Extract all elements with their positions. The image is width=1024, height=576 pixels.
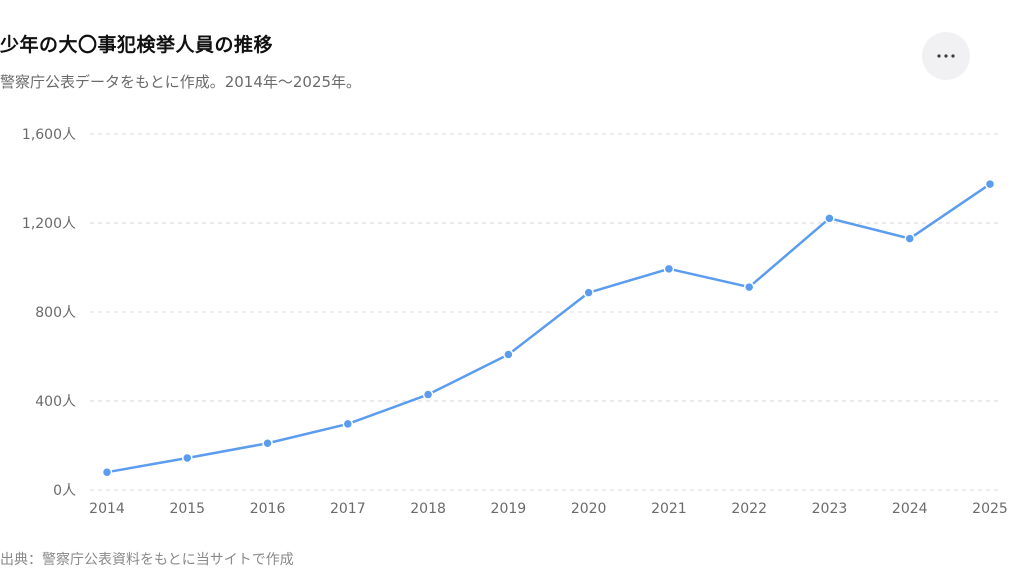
x-tick-label: 2022 (731, 501, 767, 517)
more-horizontal-icon (937, 54, 955, 58)
data-point-2014 (101, 466, 113, 478)
x-tick-label: 2023 (812, 501, 848, 517)
data-point-2024 (904, 233, 915, 244)
data-point-2015 (182, 452, 193, 464)
y-tick-label: 800人 (35, 305, 76, 321)
chart-subtitle: 警察庁公表データをもとに作成。2014年〜2025年。 (0, 73, 362, 91)
more-options-button[interactable] (922, 32, 970, 80)
y-tick-label: 1,200人 (22, 216, 76, 232)
x-tick-label: 2018 (410, 501, 446, 517)
x-tick-label: 2015 (169, 501, 205, 517)
data-point-2020 (583, 287, 594, 298)
x-tick-label: 2025 (972, 501, 1008, 517)
x-tick-label: 2016 (250, 501, 286, 517)
y-tick-label: 0人 (53, 483, 76, 499)
x-tick-label: 2020 (571, 501, 607, 517)
x-tick-label: 2014 (89, 501, 125, 517)
x-tick-label: 2024 (892, 501, 928, 517)
data-point-2021 (663, 263, 675, 275)
x-tick-label: 2019 (491, 501, 527, 517)
x-tick-label: 2021 (651, 501, 687, 517)
series-line (105, 182, 992, 474)
source-note: 出典：警察庁公表資料をもとに当サイトで作成 (0, 552, 294, 568)
data-point-2025 (984, 178, 996, 190)
y-tick-label: 400人 (35, 394, 76, 410)
data-point-2017 (342, 418, 354, 430)
data-point-2018 (422, 389, 434, 400)
data-point-2016 (262, 438, 273, 449)
chart-title: 少年の大〇事犯検挙人員の推移 (0, 34, 274, 56)
data-point-2022 (743, 281, 755, 293)
data-point-2019 (503, 349, 514, 360)
data-point-2023 (824, 213, 835, 224)
y-tick-label: 1,600人 (22, 127, 76, 143)
x-tick-label: 2017 (330, 501, 366, 517)
